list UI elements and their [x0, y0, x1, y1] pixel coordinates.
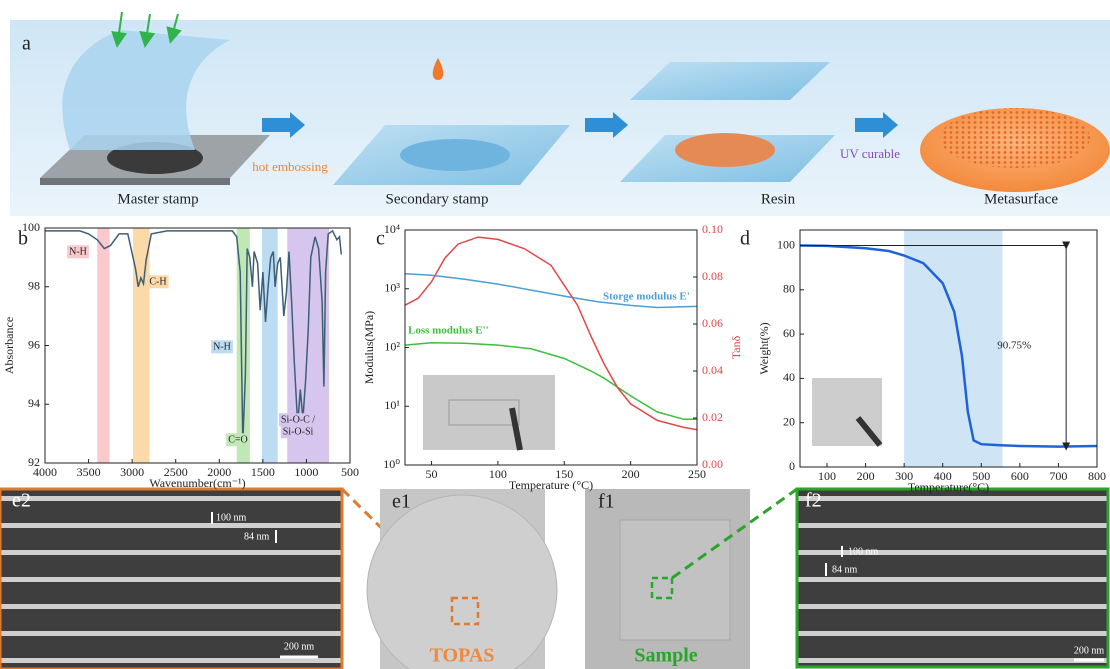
step-label: Metasurface [984, 191, 1058, 207]
panel-label: c [376, 228, 385, 250]
x-tick-label: 3000 [120, 465, 144, 479]
x-tick-label: 200 [857, 469, 875, 483]
resin-disk [675, 133, 775, 167]
panel-a: a Master stamp Secondary stamp Resin Met… [10, 12, 1110, 216]
sample-film [620, 520, 730, 640]
y-tick-label: 96 [28, 337, 40, 351]
measure-label: 100 nm [216, 512, 247, 523]
y-tick-label: 100 [777, 237, 795, 251]
band-label: Si-O-C / [281, 414, 315, 425]
x-tick-label: 800 [1088, 469, 1106, 483]
step-label: Master stamp [117, 191, 198, 207]
y2-tick-label: 0.08 [702, 269, 723, 283]
charts: N-HC-HN-HC=OSi-O-C /Si-O-Si4000350030002… [2, 220, 1106, 494]
y-tick-label: 80 [783, 282, 795, 296]
x-axis-title: Wavenumber(cm⁻¹) [149, 476, 245, 490]
x-tick-label: 200 [622, 467, 640, 481]
y2-tick-label: 0.10 [702, 222, 723, 236]
measure-label: 84 nm [244, 531, 270, 542]
band-label: C-H [149, 276, 166, 287]
y-axis-title: Weight(%) [757, 322, 771, 374]
y2-tick-label: 0.06 [702, 316, 723, 330]
x-tick-label: 500 [341, 465, 359, 479]
series-label: Loss modulus E'' [408, 325, 489, 337]
y2-tick-label: 0.04 [702, 363, 723, 377]
x-tick-label: 700 [1049, 469, 1067, 483]
image-label: e1 [392, 491, 411, 513]
x-tick-label: 600 [1011, 469, 1029, 483]
x-tick-label: 100 [489, 467, 507, 481]
annotation: 90.75% [997, 340, 1031, 352]
process-label: hot embossing [252, 159, 328, 174]
inset-photo [423, 375, 555, 450]
y-tick-label: 40 [783, 370, 795, 384]
measure-label: 84 nm [832, 564, 858, 575]
band-label: N-H [69, 246, 87, 257]
y-tick-label: 20 [783, 414, 795, 428]
y-tick-label: 10⁴ [384, 222, 400, 236]
y-tick-label: 0 [789, 459, 795, 473]
metasurface-pillars [940, 108, 1090, 168]
y-tick-label: 98 [28, 279, 40, 293]
image-label: f1 [598, 491, 615, 513]
x-tick-label: 50 [426, 467, 438, 481]
y-axis-title: Absorbance [2, 317, 16, 374]
panel-label: d [740, 228, 750, 250]
y-tick-label: 10¹ [384, 398, 400, 412]
y-axis-title: Modulus(MPa) [362, 311, 376, 384]
stamp-edge [40, 178, 230, 185]
y-tick-label: 10⁰ [383, 457, 400, 471]
y-tick-label: 60 [783, 326, 795, 340]
y2-axis-title: Tanδ [729, 335, 743, 359]
band-label: N-H [213, 341, 231, 352]
image-label: f2 [805, 490, 822, 512]
measure-label: 100 nm [848, 546, 879, 557]
y-tick-label: 94 [28, 396, 40, 410]
series-label: Storge modulus E' [603, 291, 690, 303]
figure: a Master stamp Secondary stamp Resin Met… [0, 0, 1110, 669]
y2-tick-label: 0.00 [702, 457, 723, 471]
band-label: Si-O-Si [283, 426, 314, 437]
scale-label: 200 nm [1074, 645, 1105, 656]
band [904, 230, 1002, 467]
band-label: C=O [228, 434, 248, 445]
sem-image [797, 489, 1108, 667]
x-axis-title: Temperature(°C) [908, 480, 989, 494]
panel-label: a [22, 33, 31, 55]
secondary-pattern [400, 139, 510, 171]
material-label: Sample [634, 645, 697, 667]
panel-e-f: e2 100 nm 84 nm 200 nm e1 TOPAS f1 Sampl… [0, 489, 1108, 669]
step-label: Secondary stamp [386, 191, 489, 207]
band [133, 228, 150, 463]
x-tick-label: 1500 [251, 465, 275, 479]
x-tick-label: 100 [818, 469, 836, 483]
image-label: e2 [12, 490, 31, 512]
y2-tick-label: 0.02 [702, 410, 723, 424]
step-label: Resin [761, 191, 796, 207]
y-tick-label: 92 [28, 455, 40, 469]
y-tick-label: 10² [384, 339, 400, 353]
scale-label: 200 nm [284, 641, 315, 652]
process-label: UV curable [840, 146, 900, 161]
panel-label: b [18, 228, 28, 250]
material-label: TOPAS [430, 645, 495, 667]
x-tick-label: 3500 [77, 465, 101, 479]
x-axis-title: Temperature (°C) [509, 478, 593, 492]
y-tick-label: 10³ [384, 281, 400, 295]
x-tick-label: 1000 [294, 465, 318, 479]
band [97, 228, 109, 463]
